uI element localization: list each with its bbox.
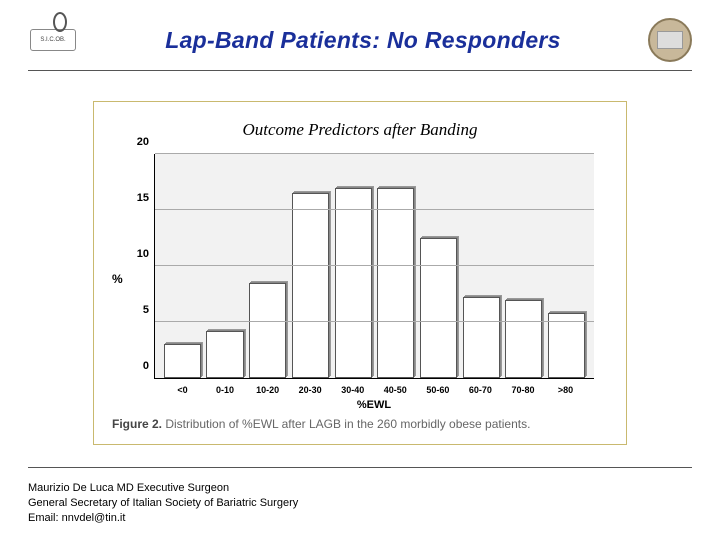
x-tick: 70-80: [504, 385, 541, 395]
x-tick: 50-60: [419, 385, 456, 395]
x-tick: 60-70: [462, 385, 499, 395]
y-axis-label: %: [112, 272, 123, 286]
footer-line-3: Email: nnvdel@tin.it: [28, 511, 298, 526]
bar: [249, 283, 286, 378]
footer-line-2: General Secretary of Italian Society of …: [28, 496, 298, 511]
bar: [335, 188, 372, 378]
y-tick: 5: [143, 304, 155, 316]
y-tick: 10: [137, 248, 155, 260]
figure-box: Outcome Predictors after Banding % 05101…: [93, 101, 627, 445]
slide-root: S.I.C.OB. Lap-Band Patients: No Responde…: [0, 0, 720, 540]
grid-line: [155, 265, 594, 266]
y-tick: 0: [143, 360, 155, 372]
y-tick: 20: [137, 136, 155, 148]
bar: [505, 300, 542, 378]
x-tick: >80: [547, 385, 584, 395]
caption-bold: Figure 2.: [112, 417, 162, 431]
footer-divider: [28, 467, 692, 468]
x-tick: 30-40: [334, 385, 371, 395]
x-tick: <0: [164, 385, 201, 395]
logo-right: [648, 18, 692, 62]
x-ticks: <0 0-10 10-20 20-30 30-40 40-50 50-60 60-70 70-8…: [154, 385, 594, 395]
caption-text: Distribution of %EWL after LAGB in the 2…: [162, 417, 530, 431]
bar: [463, 297, 500, 378]
logo-left-label: S.I.C.OB.: [40, 37, 65, 43]
x-tick: 40-50: [377, 385, 414, 395]
ring-icon: [53, 12, 67, 32]
x-tick: 0-10: [206, 385, 243, 395]
plot-area: 05101520: [154, 154, 594, 379]
bar: [292, 193, 329, 378]
figure-caption: Figure 2. Distribution of %EWL after LAG…: [112, 417, 608, 432]
grid-line: [155, 209, 594, 210]
x-tick: 20-30: [292, 385, 329, 395]
grid-line: [155, 321, 594, 322]
bar: [377, 188, 414, 378]
x-tick: 10-20: [249, 385, 286, 395]
bar: [420, 238, 457, 378]
bar: [164, 344, 201, 378]
logo-left-text: S.I.C.OB.: [30, 29, 76, 51]
y-tick: 15: [137, 192, 155, 204]
bars-container: [155, 154, 594, 378]
bar: [206, 331, 243, 378]
slide-header: S.I.C.OB. Lap-Band Patients: No Responde…: [28, 18, 692, 62]
logo-left: S.I.C.OB.: [28, 20, 78, 60]
chart-area: % 05101520 <0 0-10 10-20 20-30 30-40 40-50 50-…: [112, 148, 608, 409]
building-icon: [657, 31, 683, 49]
chart-title: Outcome Predictors after Banding: [112, 120, 608, 140]
bar: [548, 313, 585, 378]
x-axis-label: %EWL: [154, 399, 594, 411]
chart-wrap: % 05101520 <0 0-10 10-20 20-30 30-40 40-50 50-…: [112, 148, 608, 409]
header-divider: [28, 70, 692, 71]
grid-line: [155, 153, 594, 154]
slide-title: Lap-Band Patients: No Responders: [78, 27, 648, 54]
footer: Maurizio De Luca MD Executive Surgeon Ge…: [28, 481, 298, 526]
footer-line-1: Maurizio De Luca MD Executive Surgeon: [28, 481, 298, 496]
